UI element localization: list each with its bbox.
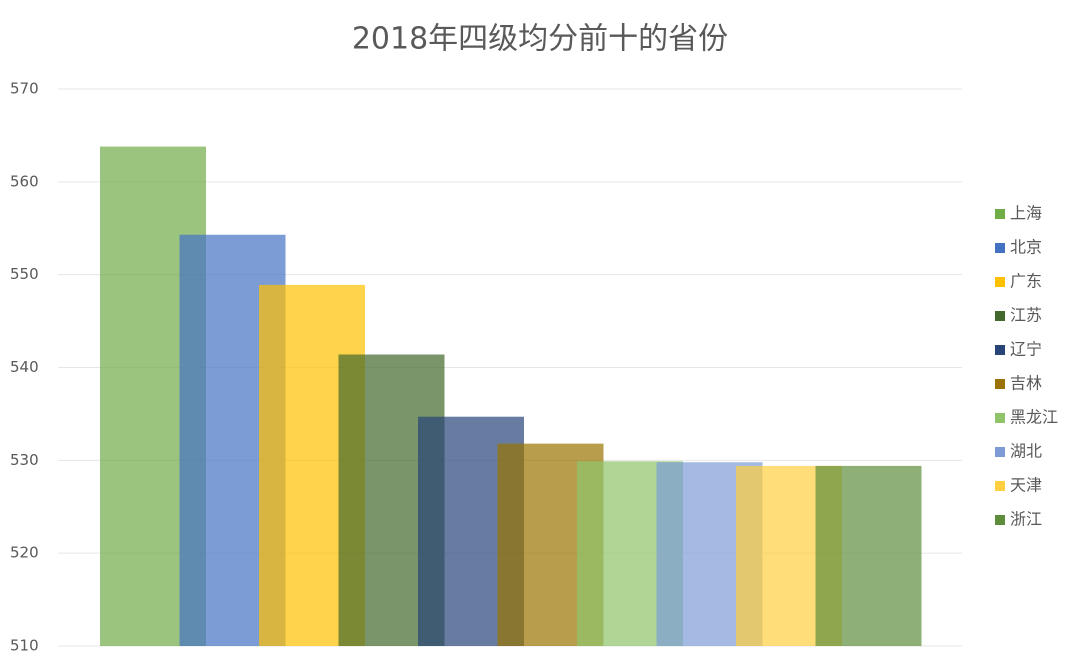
legend-swatch: [995, 243, 1005, 253]
y-tick-label: 570: [10, 80, 39, 98]
legend-swatch: [995, 311, 1005, 321]
y-tick-label: 530: [10, 451, 39, 469]
legend-label: 辽宁: [1010, 340, 1042, 359]
legend-label: 上海: [1010, 204, 1042, 223]
legend-label: 浙江: [1010, 510, 1042, 529]
legend-label: 北京: [1010, 238, 1042, 257]
y-tick-label: 540: [10, 358, 39, 376]
legend-swatch: [995, 481, 1005, 491]
legend-label: 江苏: [1010, 306, 1042, 325]
legend-swatch: [995, 209, 1005, 219]
legend-swatch: [995, 447, 1005, 457]
legend-swatch: [995, 413, 1005, 423]
legend-swatch: [995, 277, 1005, 287]
y-tick-label: 510: [10, 637, 39, 655]
legend-label: 黑龙江: [1010, 408, 1058, 427]
bar: [815, 465, 922, 646]
legend-label: 天津: [1010, 476, 1042, 495]
legend-label: 湖北: [1010, 442, 1042, 461]
legend-label: 吉林: [1010, 374, 1042, 393]
y-tick-label: 520: [10, 544, 39, 562]
legend-swatch: [995, 345, 1005, 355]
y-tick-label: 560: [10, 172, 39, 190]
legend-swatch: [995, 379, 1005, 389]
legend-swatch: [995, 515, 1005, 525]
y-tick-label: 550: [10, 265, 39, 283]
legend-label: 广东: [1010, 272, 1042, 291]
chart-title: 2018年四级均分前十的省份: [352, 22, 728, 57]
